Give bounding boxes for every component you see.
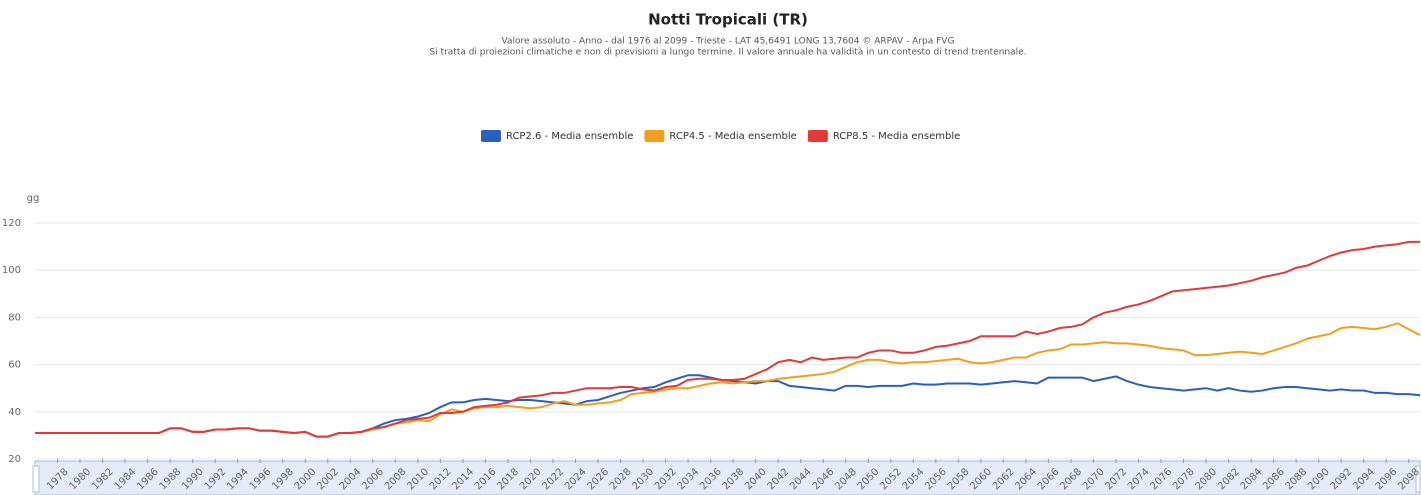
y-tick-label: 20 [8, 454, 21, 465]
y-tick-label: 100 [2, 265, 21, 276]
y-tick-label: 120 [2, 218, 21, 229]
y-tick-label: 40 [8, 407, 21, 418]
y-axis-label: gg [27, 193, 40, 204]
chart-subtitle: Si tratta di proiezioni climatiche e non… [429, 48, 1026, 58]
legend-swatch [644, 130, 665, 142]
y-tick-label: 60 [8, 360, 21, 371]
legend-label: RCP2.6 - Media ensemble [506, 131, 633, 142]
y-tick-label: 80 [8, 312, 21, 323]
chart-title: Notti Tropicali (TR) [648, 11, 808, 29]
series-line [35, 240, 1420, 438]
legend-label: RCP4.5 - Media ensemble [669, 131, 796, 142]
zoom-handle[interactable] [32, 465, 40, 493]
chart-subtitle: Valore assoluto - Anno - dal 1976 al 209… [502, 37, 955, 47]
legend-swatch [807, 130, 828, 142]
legend-label: RCP8.5 - Media ensemble [833, 131, 960, 142]
legend-swatch [481, 130, 501, 142]
zoom-handle[interactable] [1415, 465, 1421, 493]
zoom-slider[interactable] [34, 460, 1421, 495]
